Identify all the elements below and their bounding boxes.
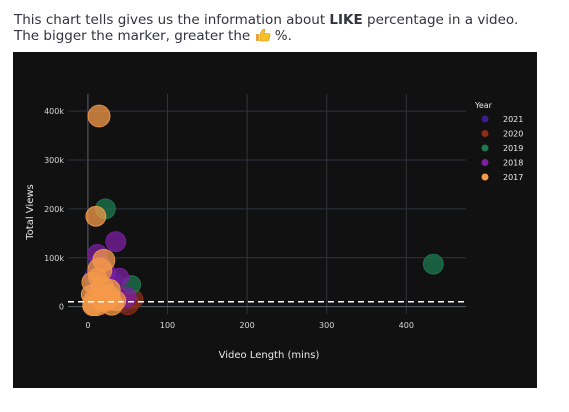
y-axis-label: Total Views: [25, 184, 36, 240]
legend-label-2020: 2020: [503, 130, 523, 139]
x-tick-label: 300: [319, 321, 334, 330]
marker-2017: [88, 267, 107, 287]
caption-text: This chart tells gives us the informatio…: [14, 12, 330, 28]
legend-label-2019: 2019: [503, 144, 523, 153]
marker-2017: [87, 104, 111, 128]
caption-line-1: This chart tells gives us the informatio…: [14, 12, 559, 28]
legend-marker-2017: [481, 173, 489, 181]
x-tick-label: 400: [399, 321, 414, 330]
chart-axes: 0 100 200 300 400 0 100k 200k 300k 400k: [44, 107, 414, 330]
chart-container: 0 100 200 300 400 0 100k 200k 300k 400k Video Len…: [13, 52, 537, 388]
legend-marker-2020: [481, 130, 489, 137]
legend-label-2021: 2021: [503, 115, 523, 124]
caption-bold: LIKE: [329, 12, 363, 28]
thumbs-up-icon: [255, 28, 271, 42]
y-tick-label: 0: [59, 303, 64, 312]
marker-2019: [422, 253, 444, 275]
chart-markers: [80, 104, 444, 317]
legend-marker-2018: [481, 159, 489, 166]
legend-marker-2021: [481, 115, 489, 123]
y-tick-label: 100k: [44, 254, 64, 263]
legend-title: Year: [474, 101, 493, 110]
caption-text-end: percentage in a video.: [362, 12, 519, 28]
chart-caption: This chart tells gives us the informatio…: [14, 12, 559, 44]
y-tick-label: 400k: [44, 107, 64, 116]
marker-2018: [105, 231, 127, 253]
x-axis-label: Video Length (mins): [219, 350, 320, 361]
x-tick-label: 200: [239, 321, 254, 330]
legend-label-2018: 2018: [503, 159, 523, 168]
legend: Year 2021 2020 2019 2018 2017: [474, 101, 523, 182]
caption-line-2: The bigger the marker, greater the %.: [14, 28, 559, 44]
legend-label-2017: 2017: [503, 173, 523, 182]
scatter-chart: 0 100 200 300 400 0 100k 200k 300k 400k Video Len…: [25, 94, 523, 361]
y-tick-label: 300k: [44, 156, 64, 165]
marker-2017: [99, 279, 121, 300]
legend-marker-2019: [481, 144, 489, 152]
y-tick-label: 200k: [44, 205, 64, 214]
x-tick-label: 100: [160, 321, 175, 330]
caption-line2-end: %.: [270, 28, 292, 44]
caption-line2-text: The bigger the marker, greater the: [14, 28, 255, 44]
x-tick-label: 0: [85, 321, 90, 330]
marker-2017: [80, 285, 100, 304]
marker-2017: [85, 205, 107, 227]
